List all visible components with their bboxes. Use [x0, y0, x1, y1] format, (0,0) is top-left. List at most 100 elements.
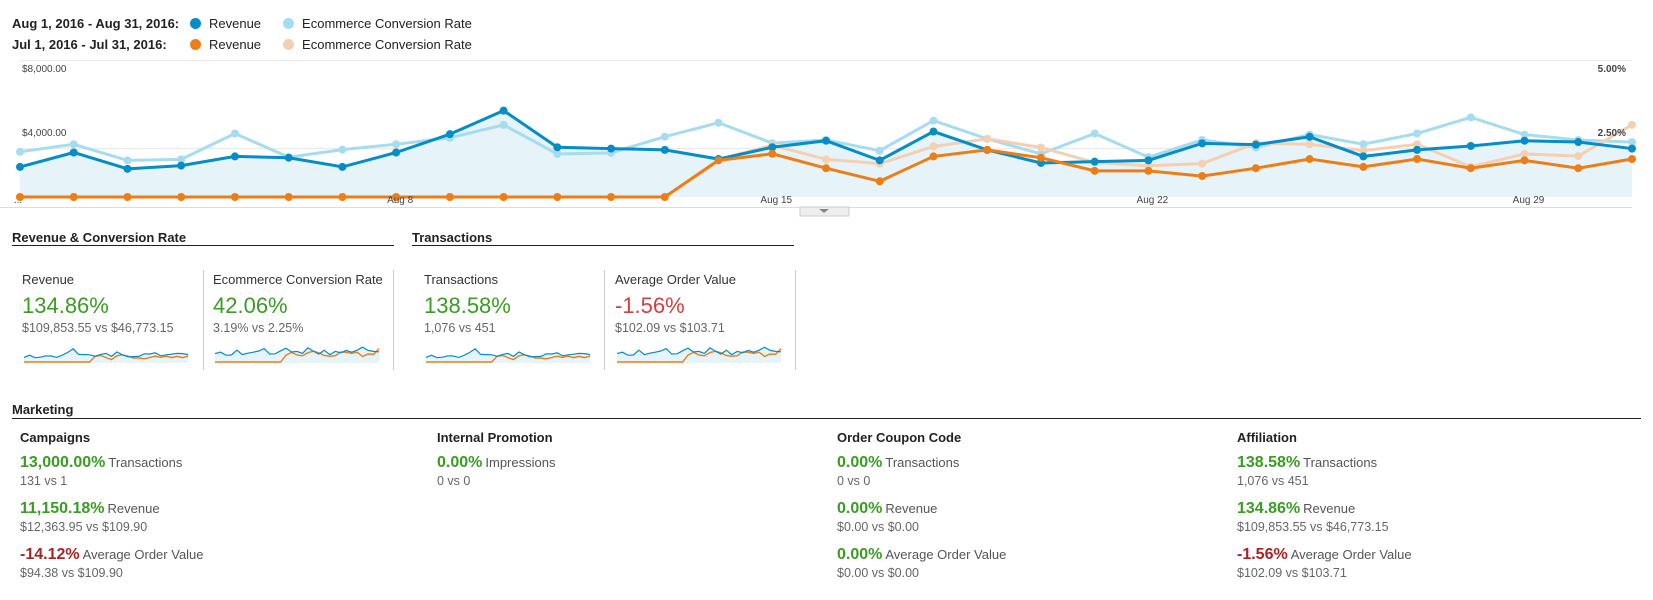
- marketing-column-heading[interactable]: Order Coupon Code: [837, 430, 962, 445]
- legend-previous-revenue[interactable]: Revenue: [209, 37, 262, 52]
- data-point: [1305, 132, 1314, 141]
- metric-percent: 0.00%: [837, 454, 883, 471]
- marketing-metric[interactable]: 0.00% Revenue $0.00 vs $0.00: [837, 500, 1006, 534]
- marketing-metric[interactable]: 11,150.18% Revenue $12,363.95 vs $109.90: [20, 500, 204, 534]
- data-point: [929, 142, 938, 151]
- card-comparison: $109,853.55 vs $46,773.15: [22, 321, 174, 335]
- data-point: [822, 164, 830, 173]
- data-point: [445, 193, 454, 201]
- legend-current-conversion[interactable]: Ecommerce Conversion Rate: [302, 16, 472, 31]
- data-point: [1090, 166, 1099, 175]
- conversion-current-dot-icon[interactable]: [283, 18, 295, 29]
- metric-name: Average Order Value: [1290, 547, 1412, 562]
- data-point: [607, 144, 616, 153]
- data-point: [123, 193, 132, 201]
- chevron-down-icon: [819, 209, 829, 213]
- data-point: [177, 193, 186, 201]
- metric-name: Average Order Value: [885, 547, 1007, 562]
- marketing-metric[interactable]: 0.00% Impressions 0 vs 0: [437, 454, 555, 488]
- card-revenue[interactable]: Revenue 134.86% $109,853.55 vs $46,773.1…: [22, 272, 190, 365]
- metric-comparison: 1,076 vs 451: [1237, 474, 1309, 488]
- data-point: [553, 193, 562, 201]
- data-point: [553, 143, 562, 152]
- sparkline: [214, 346, 380, 363]
- data-point: [983, 134, 992, 143]
- card-percent: 134.86%: [22, 293, 109, 318]
- data-point: [123, 164, 132, 173]
- card-name: Revenue: [22, 272, 75, 287]
- data-point: [660, 132, 669, 141]
- marketing-metric[interactable]: 138.58% Transactions 1,076 vs 451: [1237, 454, 1412, 488]
- metric-name: Average Order Value: [82, 547, 204, 562]
- metric-name: Revenue: [1303, 501, 1356, 516]
- data-point: [1520, 130, 1529, 139]
- marketing-metric[interactable]: 0.00% Transactions 0 vs 0: [837, 454, 1006, 488]
- marketing-title: Marketing: [12, 402, 74, 417]
- marketing-metric[interactable]: -1.56% Average Order Value $102.09 vs $103…: [1237, 546, 1412, 580]
- data-point: [822, 136, 830, 145]
- data-point: [1520, 149, 1529, 158]
- card-divider: [795, 270, 796, 370]
- data-point: [822, 155, 830, 164]
- data-point: [875, 156, 884, 165]
- data-point: [1628, 144, 1636, 153]
- legend-previous-conversion[interactable]: Ecommerce Conversion Rate: [302, 37, 472, 52]
- data-point: [714, 156, 723, 165]
- metric-name: Transactions: [1303, 455, 1378, 470]
- card-divider: [393, 270, 394, 370]
- marketing-metric[interactable]: 134.86% Revenue $109,853.55 vs $46,773.15: [1237, 500, 1412, 534]
- legend-current-revenue[interactable]: Revenue: [209, 16, 262, 31]
- data-point: [1359, 146, 1368, 155]
- metric-percent: 13,000.00%: [20, 454, 106, 471]
- data-point: [875, 146, 884, 155]
- marketing-column-heading[interactable]: Affiliation: [1237, 430, 1297, 445]
- data-point: [392, 148, 401, 157]
- marketing-divider: [12, 418, 1641, 419]
- data-point: [983, 145, 992, 154]
- data-point: [1251, 164, 1260, 173]
- data-point: [69, 193, 78, 201]
- data-point: [768, 143, 777, 152]
- data-point: [1036, 143, 1045, 152]
- data-point: [338, 193, 347, 201]
- sparkline: [425, 348, 591, 363]
- data-point: [230, 152, 239, 161]
- x-tick-label: Aug 15: [760, 195, 792, 206]
- revenue-area: [20, 110, 1632, 197]
- section-divider: [412, 245, 794, 246]
- marketing-metric[interactable]: 0.00% Average Order Value $0.00 vs $0.00: [837, 546, 1006, 580]
- data-point: [338, 145, 347, 154]
- y-tick-label: $8,000.00: [22, 64, 67, 75]
- metric-name: Transactions: [885, 455, 960, 470]
- data-point: [1359, 152, 1368, 161]
- marketing-column: Order Coupon Code 0.00% Transactions 0 vs 0…: [837, 430, 1006, 592]
- revenue-previous-dot-icon[interactable]: [190, 39, 201, 50]
- metric-name: Revenue: [107, 501, 160, 516]
- revenue-current-dot-icon[interactable]: [190, 18, 201, 29]
- data-point: [1574, 138, 1583, 147]
- marketing-column-heading[interactable]: Internal Promotion: [437, 430, 553, 445]
- marketing-metric[interactable]: 13,000.00% Transactions 131 vs 1: [20, 454, 204, 488]
- data-point: [1520, 156, 1529, 165]
- y-tick-label: $4,000.00: [22, 128, 67, 139]
- marketing-column: Internal Promotion 0.00% Impressions 0 vs 0: [437, 430, 555, 500]
- y-tick-label-right: 2.50%: [1598, 128, 1626, 139]
- marketing-column-heading[interactable]: Campaigns: [20, 430, 91, 445]
- card-comparison: 1,076 vs 451: [424, 321, 496, 335]
- conversion-previous-dot-icon[interactable]: [283, 39, 295, 50]
- data-point: [1466, 141, 1475, 150]
- card-average-order-value[interactable]: Average Order Value -1.56% $102.09 vs $1…: [615, 272, 783, 365]
- metric-percent: 11,150.18%: [20, 500, 105, 517]
- data-point: [714, 118, 723, 127]
- data-point: [230, 193, 239, 201]
- card-conversion-rate[interactable]: Ecommerce Conversion Rate 42.06% 3.19% v…: [213, 272, 383, 365]
- card-transactions[interactable]: Transactions 138.58% 1,076 vs 451: [424, 272, 592, 365]
- data-point: [1198, 172, 1207, 181]
- data-point: [177, 161, 186, 170]
- data-point: [16, 162, 24, 171]
- data-point: [338, 162, 347, 171]
- marketing-metric[interactable]: -14.12% Average Order Value $94.38 vs $109…: [20, 546, 204, 580]
- data-point: [392, 140, 401, 149]
- card-divider: [203, 270, 204, 370]
- sparkline-previous: [24, 354, 189, 363]
